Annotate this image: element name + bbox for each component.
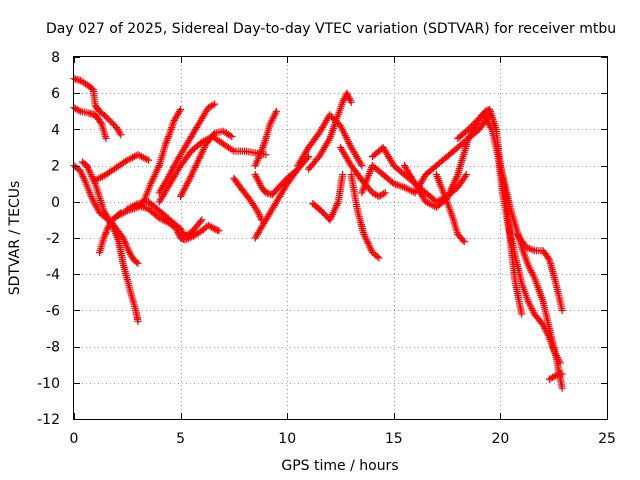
y-tick-label: 2 xyxy=(51,159,60,175)
data-point xyxy=(375,254,383,262)
series-track-07 xyxy=(113,105,185,220)
data-point xyxy=(102,134,110,142)
series-track-12 xyxy=(155,133,270,206)
data-point xyxy=(198,216,206,224)
data-point xyxy=(215,227,223,235)
data-point xyxy=(347,98,355,106)
series-track-01 xyxy=(70,75,125,139)
data-point xyxy=(558,370,566,378)
data-point xyxy=(460,238,468,246)
data-point xyxy=(339,171,347,179)
series-track-20 xyxy=(336,143,389,200)
data-point xyxy=(134,259,142,267)
y-tick-labels: -12 -10 -8 -6 -4 -2 0 2 4 6 8 xyxy=(37,50,60,428)
data-point xyxy=(228,133,236,141)
y-tick-label: 8 xyxy=(51,50,60,66)
y-tick-label: -2 xyxy=(46,231,60,247)
series-track-13 xyxy=(230,174,266,224)
data-point xyxy=(462,171,470,179)
data-point xyxy=(381,189,389,197)
series-track-24 xyxy=(400,116,483,211)
y-tick-label: -6 xyxy=(46,303,60,319)
series-track-15 xyxy=(251,107,281,170)
series-track-02 xyxy=(70,104,110,142)
y-tick-label: -10 xyxy=(37,376,60,392)
series-track-11 xyxy=(177,127,236,200)
series-track-21 xyxy=(347,171,383,262)
series-track-06 xyxy=(91,151,153,184)
series-track-09 xyxy=(134,201,223,244)
data-point xyxy=(177,105,185,114)
x-tick-label: 20 xyxy=(491,431,509,447)
data-point xyxy=(272,107,281,115)
y-tick-label: 4 xyxy=(51,122,60,138)
series-track-30 xyxy=(545,370,566,383)
data-point xyxy=(358,162,366,170)
data-point xyxy=(145,156,153,164)
data-point xyxy=(558,306,566,314)
axis-ticks xyxy=(74,57,608,420)
data-point xyxy=(211,100,219,108)
series-track-16 xyxy=(251,153,313,242)
y-tick-label: 6 xyxy=(51,86,60,102)
data-point xyxy=(134,317,142,325)
y-axis-label: SDTVAR / TECUs xyxy=(7,181,23,296)
x-tick-labels: 0 5 10 15 20 25 xyxy=(70,431,616,447)
data-point xyxy=(117,131,125,139)
y-tick-label: -8 xyxy=(46,340,60,356)
series-track-18 xyxy=(304,89,355,173)
data-points xyxy=(70,75,566,392)
data-point xyxy=(558,384,566,392)
x-tick-label: 5 xyxy=(176,431,185,447)
chart-title: Day 027 of 2025, Sidereal Day-to-day VTE… xyxy=(46,21,616,37)
series-track-19 xyxy=(309,171,347,224)
y-tick-label: -12 xyxy=(37,412,60,428)
x-tick-label: 25 xyxy=(598,431,616,447)
series-track-10 xyxy=(155,100,219,197)
series-track-25 xyxy=(432,171,468,246)
series-track-04 xyxy=(78,158,142,325)
series-track-29 xyxy=(513,230,566,314)
x-tick-label: 10 xyxy=(278,431,296,447)
series-track-28 xyxy=(496,162,566,392)
data-point xyxy=(262,151,270,159)
y-tick-label: -4 xyxy=(46,267,60,283)
data-point xyxy=(518,310,526,318)
x-tick-label: 15 xyxy=(385,431,403,447)
x-axis-label: GPS time / hours xyxy=(281,458,398,474)
y-tick-label: 0 xyxy=(51,195,60,211)
x-tick-label: 0 xyxy=(70,431,79,447)
plot-frame xyxy=(73,56,608,420)
